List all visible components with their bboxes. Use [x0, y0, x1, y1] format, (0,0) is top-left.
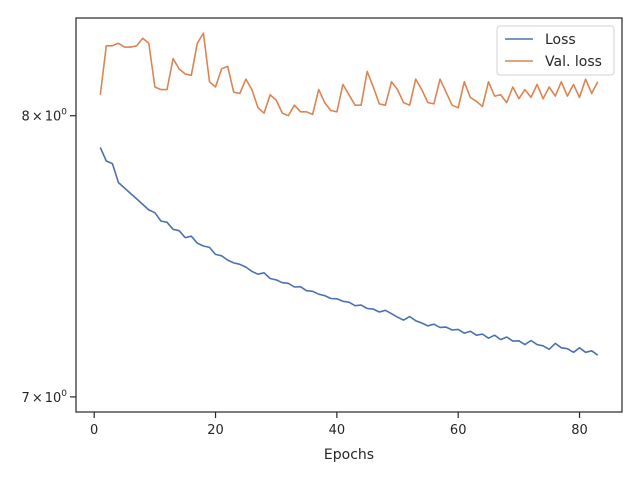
x-tick-label: 60 — [450, 423, 467, 438]
plot-area — [99, 32, 599, 356]
x-axis-label: Epochs — [324, 447, 374, 463]
series-0 — [99, 147, 599, 356]
legend-label: Val. loss — [545, 54, 602, 70]
x-tick-label: 40 — [329, 423, 346, 438]
y-tick-label: 8 × 100 — [22, 108, 68, 125]
x-axis: 0 20 40 60 80 — [90, 412, 588, 438]
legend-label: Loss — [545, 32, 576, 48]
x-tick-label: 80 — [571, 423, 588, 438]
series-line — [99, 32, 599, 117]
series-line — [99, 147, 599, 356]
axes-frame — [75, 17, 623, 413]
series-1 — [99, 32, 599, 117]
y-tick-label: 7 × 100 — [22, 389, 68, 406]
legend-item: Loss — [505, 32, 576, 48]
legend: Loss Val. loss — [496, 25, 615, 76]
legend-item: Val. loss — [505, 54, 602, 70]
x-tick-label: 20 — [207, 423, 224, 438]
y-axis: 7 × 100 8 × 100 — [22, 108, 76, 406]
x-tick-label: 0 — [90, 423, 98, 438]
